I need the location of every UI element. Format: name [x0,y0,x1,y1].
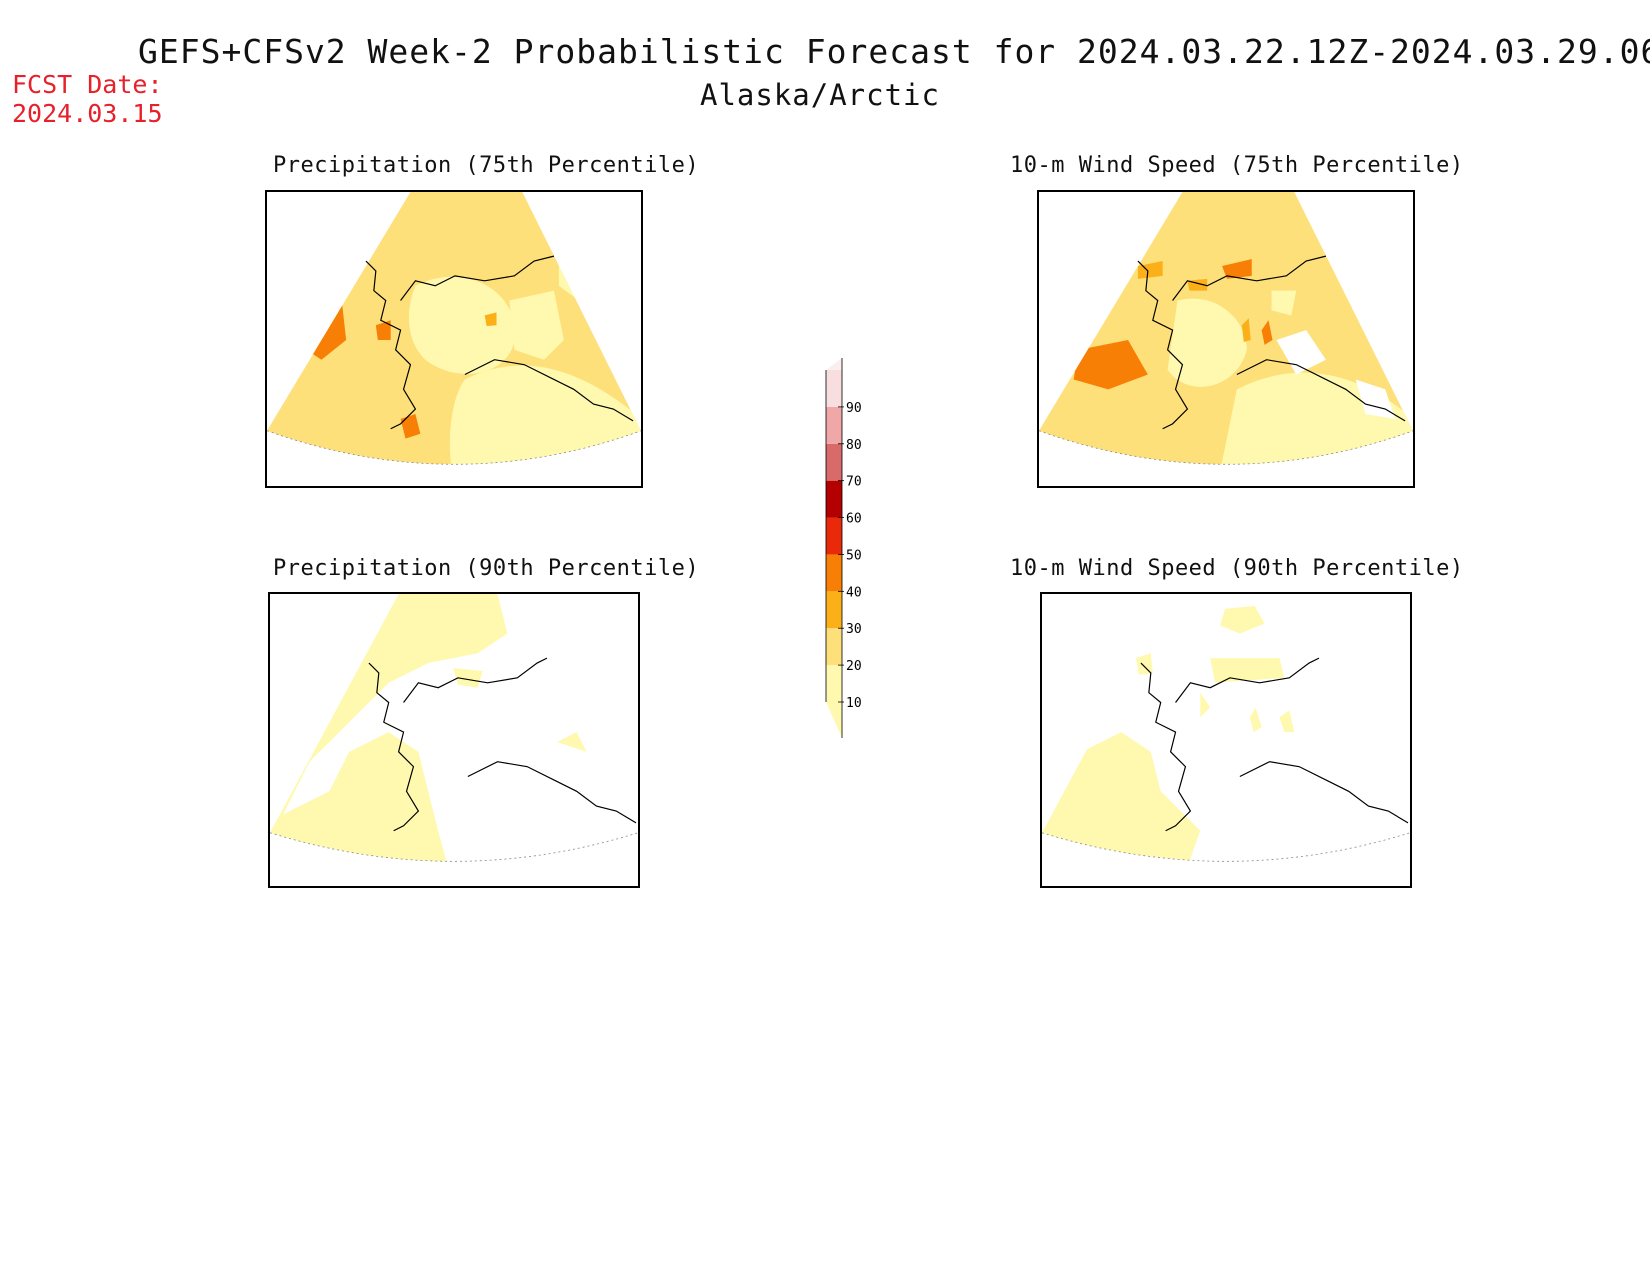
map-precip-75 [265,190,643,488]
colorbar-bottom-arrow [826,702,842,738]
colorbar-swatch [826,517,842,555]
colorbar-label: 10 [846,696,862,711]
colorbar-swatch [826,554,842,592]
colorbar-swatch [826,406,842,444]
colorbar-outline [825,358,843,738]
colorbar-label: 70 [846,475,862,490]
colorbar-label: 20 [846,659,862,674]
colorbar-label: 50 [846,548,862,563]
fcst-date-label: FCST Date: [12,70,163,99]
colorbar-swatch [826,628,842,666]
colorbar-top-arrow [826,358,842,370]
panel-title-wind-90: 10-m Wind Speed (90th Percentile) [1010,556,1464,581]
colorbar-swatch [826,665,842,702]
panel-title-precip-90: Precipitation (90th Percentile) [273,556,700,581]
colorbar-label: 30 [846,622,862,637]
map-precip-90 [268,592,640,888]
colorbar-swatch [826,480,842,518]
page-title: GEFS+CFSv2 Week-2 Probabilistic Forecast… [138,32,1650,71]
colorbar: 10 20 30 40 50 60 70 80 90 [820,330,880,750]
colorbar-swatch [826,443,842,481]
colorbar-swatch [826,370,842,407]
panel-title-wind-75: 10-m Wind Speed (75th Percentile) [1010,153,1464,178]
fcst-date-value: 2024.03.15 [12,99,163,128]
forecast-date: FCST Date: 2024.03.15 [12,70,163,128]
colorbar-swatch [826,591,842,629]
map-wind-75 [1037,190,1415,488]
colorbar-label: 80 [846,438,862,453]
panel-title-precip-75: Precipitation (75th Percentile) [273,153,700,178]
colorbar-label: 40 [846,585,862,600]
map-wind-90 [1040,592,1412,888]
colorbar-label: 60 [846,512,862,527]
colorbar-label: 90 [846,401,862,416]
region-subtitle: Alaska/Arctic [700,78,940,112]
